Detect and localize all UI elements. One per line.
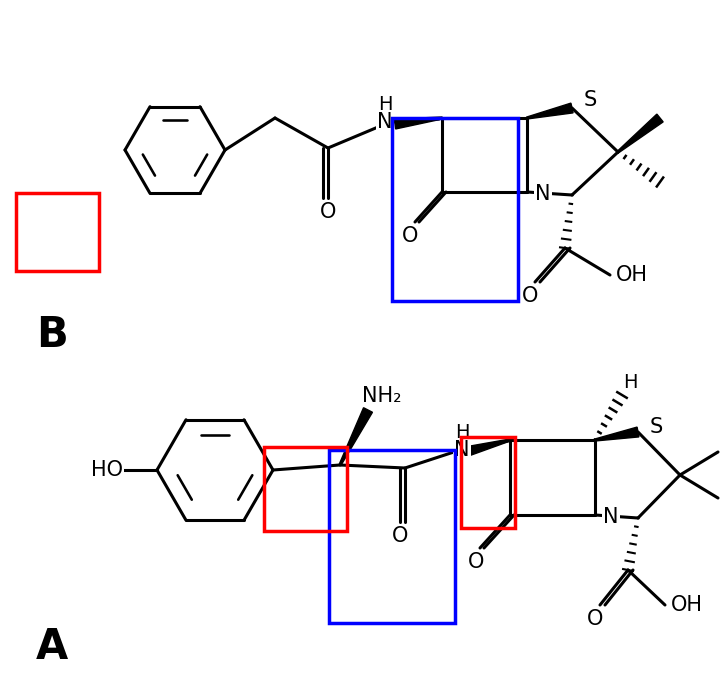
Text: B: B	[36, 314, 68, 356]
Polygon shape	[464, 439, 510, 457]
Polygon shape	[527, 103, 573, 119]
Text: H: H	[455, 422, 469, 441]
Text: O: O	[522, 286, 538, 306]
Text: OH: OH	[616, 265, 648, 285]
Text: HO: HO	[91, 460, 123, 480]
Text: OH: OH	[671, 595, 703, 615]
Text: S: S	[583, 90, 596, 110]
Text: O: O	[320, 202, 336, 222]
Text: N: N	[604, 507, 619, 527]
Polygon shape	[394, 117, 442, 129]
Text: A: A	[36, 626, 69, 668]
Text: N: N	[454, 440, 470, 460]
Bar	[392, 118, 518, 301]
Polygon shape	[339, 408, 373, 466]
Bar	[264, 447, 347, 531]
Text: O: O	[402, 226, 418, 246]
Bar	[461, 437, 515, 528]
Bar	[16, 193, 99, 271]
Text: NH₂: NH₂	[362, 386, 402, 406]
Polygon shape	[595, 427, 639, 441]
Text: S: S	[649, 417, 663, 437]
Bar	[329, 450, 455, 623]
Text: O: O	[392, 526, 408, 546]
Text: N: N	[378, 112, 393, 132]
Text: H: H	[378, 95, 392, 114]
Polygon shape	[617, 114, 663, 153]
Text: N: N	[535, 184, 551, 204]
Text: O: O	[587, 609, 603, 629]
Text: H: H	[623, 374, 638, 393]
Text: O: O	[468, 552, 484, 572]
